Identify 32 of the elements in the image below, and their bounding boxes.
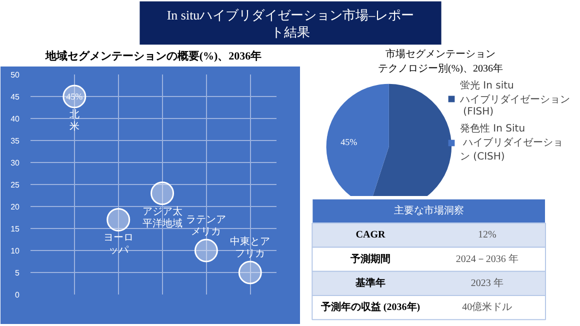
y-tick-label: 20 [10,202,20,212]
x-tick-label: ラテンアメリカ [186,214,226,238]
text: 市場セグメンテーションテクノロジー別(%)、2036年 [378,48,504,74]
y-tick-label: 45 [10,92,20,102]
data-label: 45% [340,137,358,148]
legend-label: 蛍光 In situ ハイブリダイゼーション (FISH) [460,79,570,118]
x-tick-label: アジア太平洋地域 [142,205,182,230]
y-tick-label: 35 [10,136,20,146]
data-label: 45% [66,92,84,102]
text: 予測年の収益 (2036年) [320,301,420,314]
y-tick-label: 10 [10,246,20,256]
chart-title: In situハイブリダイゼーション市場–レポート結果 [166,7,414,40]
legend-label: 発色性 In Situ ハイブリダイゼーション (CISH) [460,122,564,164]
y-tick-label: 5 [15,268,20,278]
text: 12% [478,230,496,241]
y-tick-label: 40 [10,114,20,124]
y-tick-label: 0 [15,290,20,300]
text: 基準年 [354,276,386,289]
y-tick-label: 25 [10,180,20,190]
y-tick-label: 30 [10,158,20,168]
text: 2023 年 [470,276,504,289]
text: CAGR [356,230,386,241]
text: 2024－2036 年 [456,252,518,265]
text: 予測期間 [350,252,390,265]
x-tick-label: 中東とアフリカ [230,235,270,260]
text: 主要な市場洞察 [394,204,464,216]
text: 40億米ドル [462,301,512,314]
x-tick-label: 北米 [69,108,80,133]
y-tick-label: 15 [10,224,20,234]
chart-subtitle: 地域セグメンテーションの概要(%)、2036年 [44,50,262,62]
y-tick-label: 50 [10,70,20,80]
x-tick-label: ヨーロッパ [103,232,134,256]
